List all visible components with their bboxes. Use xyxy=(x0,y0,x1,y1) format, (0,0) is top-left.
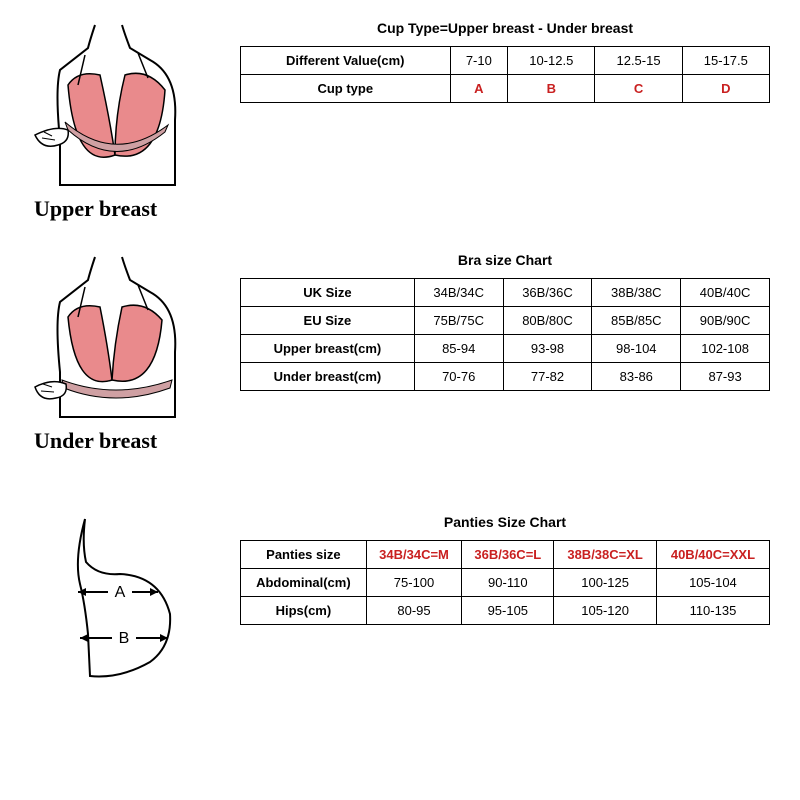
cup-type-table: Different Value(cm) 7-10 10-12.5 12.5-15… xyxy=(240,46,770,103)
cell: 90B/90C xyxy=(681,307,770,335)
upper-breast-illustration: Upper breast xyxy=(30,20,220,222)
cell: 93-98 xyxy=(503,335,592,363)
under-breast-caption: Under breast xyxy=(34,428,220,454)
bra-size-table-block: Bra size Chart UK Size 34B/34C 36B/36C 3… xyxy=(220,252,770,391)
cell: 83-86 xyxy=(592,363,681,391)
cell: 80B/80C xyxy=(503,307,592,335)
cell: 100-125 xyxy=(554,569,657,597)
panties-svg: A B xyxy=(30,514,200,684)
upper-breast-caption: Upper breast xyxy=(34,196,220,222)
cell: A xyxy=(450,75,508,103)
cell: 90-110 xyxy=(462,569,554,597)
table-row: Panties size 34B/34C=M 36B/36C=L 38B/38C… xyxy=(241,541,770,569)
bra-size-title: Bra size Chart xyxy=(240,252,770,268)
cell: 98-104 xyxy=(592,335,681,363)
label-b-text: B xyxy=(119,630,130,647)
under-breast-svg xyxy=(30,252,200,422)
cell: 87-93 xyxy=(681,363,770,391)
row-label: EU Size xyxy=(241,307,415,335)
row-label: Under breast(cm) xyxy=(241,363,415,391)
table-row: EU Size 75B/75C 80B/80C 85B/85C 90B/90C xyxy=(241,307,770,335)
cell: 7-10 xyxy=(450,47,508,75)
cell: 102-108 xyxy=(681,335,770,363)
panties-illustration: A B xyxy=(30,514,220,684)
cell: 34B/34C=M xyxy=(366,541,462,569)
row-label: Hips(cm) xyxy=(241,597,367,625)
cup-type-table-block: Cup Type=Upper breast - Under breast Dif… xyxy=(220,20,770,103)
table-row: Cup type A B C D xyxy=(241,75,770,103)
panties-title: Panties Size Chart xyxy=(240,514,770,530)
cell: 85-94 xyxy=(414,335,503,363)
section-under-breast: Under breast Bra size Chart UK Size 34B/… xyxy=(0,232,800,464)
panties-table: Panties size 34B/34C=M 36B/36C=L 38B/38C… xyxy=(240,540,770,625)
cell: 15-17.5 xyxy=(682,47,769,75)
cell: 12.5-15 xyxy=(595,47,682,75)
cell: 38B/38C=XL xyxy=(554,541,657,569)
cell: B xyxy=(508,75,595,103)
cell: 105-120 xyxy=(554,597,657,625)
section-panties: A B Panties Size Chart Panties size 34B/… xyxy=(0,464,800,694)
table-row: Upper breast(cm) 85-94 93-98 98-104 102-… xyxy=(241,335,770,363)
cell: 34B/34C xyxy=(414,279,503,307)
cell: 95-105 xyxy=(462,597,554,625)
col-header: Different Value(cm) xyxy=(241,47,451,75)
cup-type-title: Cup Type=Upper breast - Under breast xyxy=(240,20,770,36)
table-row: UK Size 34B/34C 36B/36C 38B/38C 40B/40C xyxy=(241,279,770,307)
cell: 38B/38C xyxy=(592,279,681,307)
upper-breast-svg xyxy=(30,20,200,190)
row-label: Abdominal(cm) xyxy=(241,569,367,597)
row-label: UK Size xyxy=(241,279,415,307)
cell: 110-135 xyxy=(656,597,769,625)
cell: 36B/36C xyxy=(503,279,592,307)
bra-size-table: UK Size 34B/34C 36B/36C 38B/38C 40B/40C … xyxy=(240,278,770,391)
table-row: Under breast(cm) 70-76 77-82 83-86 87-93 xyxy=(241,363,770,391)
cell: 70-76 xyxy=(414,363,503,391)
cell: 105-104 xyxy=(656,569,769,597)
cell: D xyxy=(682,75,769,103)
cell: 77-82 xyxy=(503,363,592,391)
col-header: Cup type xyxy=(241,75,451,103)
cell: 85B/85C xyxy=(592,307,681,335)
label-a-text: A xyxy=(115,584,126,601)
cell: C xyxy=(595,75,682,103)
table-row: Hips(cm) 80-95 95-105 105-120 110-135 xyxy=(241,597,770,625)
cell: 40B/40C xyxy=(681,279,770,307)
table-row: Abdominal(cm) 75-100 90-110 100-125 105-… xyxy=(241,569,770,597)
cell: 75B/75C xyxy=(414,307,503,335)
row-label: Upper breast(cm) xyxy=(241,335,415,363)
cell: 36B/36C=L xyxy=(462,541,554,569)
panties-table-block: Panties Size Chart Panties size 34B/34C=… xyxy=(220,514,770,625)
table-row: Different Value(cm) 7-10 10-12.5 12.5-15… xyxy=(241,47,770,75)
cell: 40B/40C=XXL xyxy=(656,541,769,569)
under-breast-illustration: Under breast xyxy=(30,252,220,454)
cell: 80-95 xyxy=(366,597,462,625)
section-upper-breast: Upper breast Cup Type=Upper breast - Und… xyxy=(0,0,800,232)
row-label: Panties size xyxy=(241,541,367,569)
cell: 75-100 xyxy=(366,569,462,597)
cell: 10-12.5 xyxy=(508,47,595,75)
